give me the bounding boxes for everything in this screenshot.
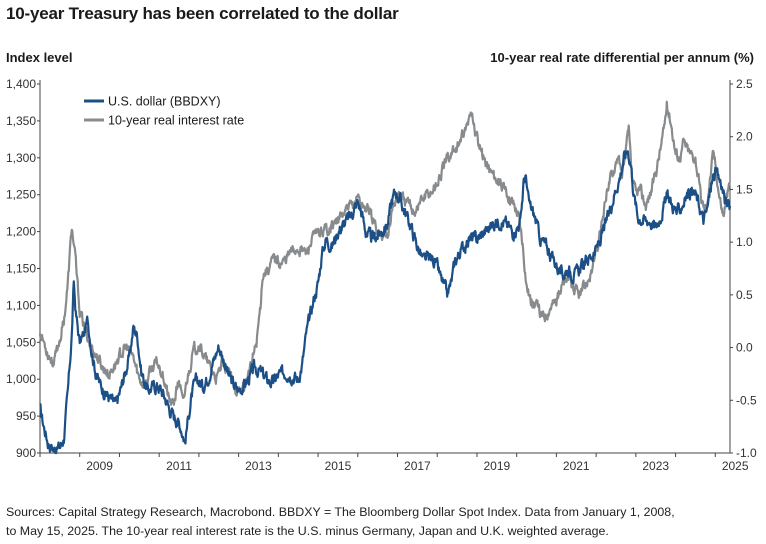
y-left-tick-label: 1,400	[6, 77, 36, 91]
y-left-tick-label: 900	[16, 446, 36, 460]
footer-line-2: to May 15, 2025. The 10-year real intere…	[6, 524, 609, 538]
y-left-tick-label: 950	[16, 409, 36, 423]
y-left-tick-label: 1,100	[6, 298, 36, 312]
y-left-tick-label: 1,300	[6, 151, 36, 165]
y-left-tick-label: 1,000	[6, 372, 36, 386]
y-right-tick-label: 0.0	[736, 341, 753, 355]
footer-line-1: Sources: Capital Strategy Research, Macr…	[6, 505, 675, 519]
footer-note: Sources: Capital Strategy Research, Macr…	[6, 503, 762, 541]
series-line-real-rate	[38, 100, 731, 406]
y-right-tick-label: 1.5	[736, 182, 753, 196]
y-left-tick-label: 1,350	[6, 114, 36, 128]
x-tick-label: 2015	[325, 459, 352, 473]
x-tick-label: 2025	[722, 459, 749, 473]
y-right-tick-label: 2.0	[736, 130, 753, 144]
axes: 900 950 1,000 1,050 1,100 1,150 1,200 1,250 1,30…	[6, 77, 757, 473]
chart-title: 10-year Treasury has been correlated to …	[6, 4, 399, 23]
y-right-tick-label: 1.0	[736, 235, 753, 249]
y-right-tick-label: 2.5	[736, 77, 753, 91]
y-axis-right-label: 10-year real rate differential per annum…	[490, 50, 754, 65]
y-left-tick-label: 1,250	[6, 188, 36, 202]
series-layer	[38, 100, 732, 455]
y-right-tick-label: -0.5	[736, 393, 757, 407]
x-tick-label: 2013	[245, 459, 272, 473]
x-tick-label: 2021	[563, 459, 590, 473]
x-tick-label: 2023	[642, 459, 669, 473]
y-left-tick-label: 1,150	[6, 262, 36, 276]
y-left-tick-label: 1,050	[6, 335, 36, 349]
y-axis-left-label: Index level	[6, 50, 73, 65]
series-line-dollar	[39, 150, 732, 455]
legend-label-real-rate: 10-year real interest rate	[108, 114, 244, 128]
x-tick-label: 2017	[404, 459, 431, 473]
y-right-tick-label: -1.0	[736, 446, 757, 460]
legend: U.S. dollar (BBDXY) 10-year real interest…	[84, 95, 244, 128]
x-tick-label: 2019	[483, 459, 510, 473]
y-right-tick-label: 0.5	[736, 288, 753, 302]
legend-label-dollar: U.S. dollar (BBDXY)	[108, 95, 221, 109]
x-tick-label: 2011	[166, 459, 192, 473]
y-left-tick-label: 1,200	[6, 225, 36, 239]
x-tick-label: 2009	[86, 459, 113, 473]
